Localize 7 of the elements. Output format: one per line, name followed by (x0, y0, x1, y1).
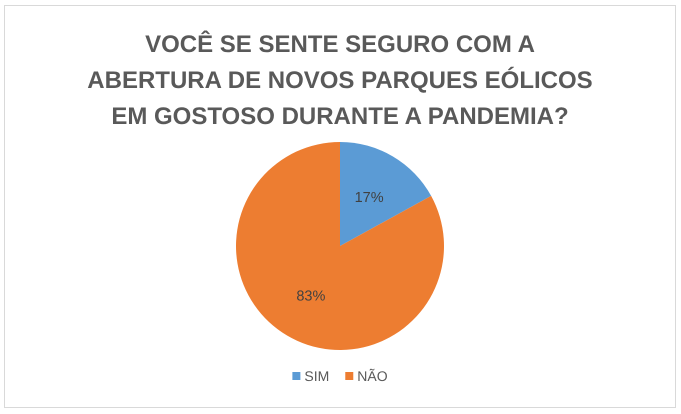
data-label: 17% (354, 190, 384, 206)
pie-slice (236, 142, 444, 350)
pie-slice (340, 142, 432, 246)
legend-label: NÃO (357, 368, 388, 384)
legend-label: SIM (304, 368, 330, 384)
data-label: 83% (296, 288, 326, 304)
chart-title: VOCÊ SE SENTE SEGURO COM A ABERTURA DE NOVOS PARQUES EÓLICOS EM GOSTOSO DURANTE A PANDEMIA? (87, 30, 593, 130)
